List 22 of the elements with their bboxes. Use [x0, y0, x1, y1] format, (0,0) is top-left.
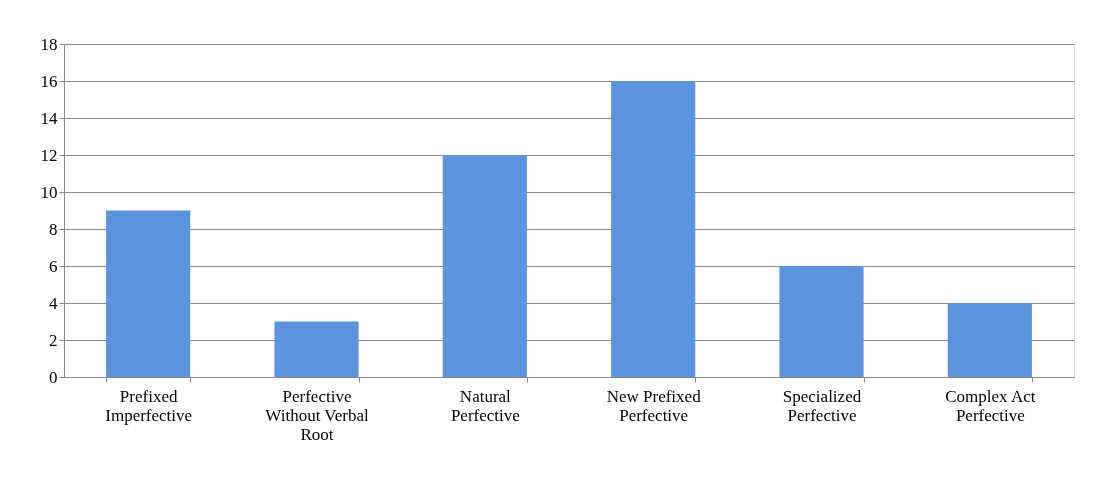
y-tick-label: 12 — [40, 145, 58, 165]
x-tick-label: Complex Act Perfective — [945, 386, 1036, 425]
bar — [106, 210, 191, 377]
bar — [274, 321, 359, 377]
y-tick-label: 10 — [40, 182, 58, 202]
y-tick-label: 2 — [49, 330, 58, 350]
bar — [779, 266, 864, 377]
x-tick-label: Perfective Without Verbal Root — [265, 386, 369, 444]
y-tick-label: 8 — [49, 219, 58, 239]
y-tick-label: 14 — [40, 108, 58, 128]
bar — [442, 155, 527, 377]
y-tick-label: 16 — [40, 71, 58, 91]
bar — [611, 81, 696, 377]
y-tick-label: 4 — [49, 293, 58, 313]
y-tick-label: 18 — [40, 34, 58, 54]
y-tick-label: 0 — [49, 367, 58, 387]
y-tick-label: 6 — [49, 256, 58, 276]
bar — [947, 303, 1032, 377]
x-tick-label: Natural Perfective — [450, 386, 520, 425]
x-tick-label: New Prefixed Perfective — [606, 386, 702, 425]
x-tick-label: Prefixed Imperfective — [105, 386, 193, 425]
x-tick-label: Specialized Perfective — [782, 386, 862, 425]
